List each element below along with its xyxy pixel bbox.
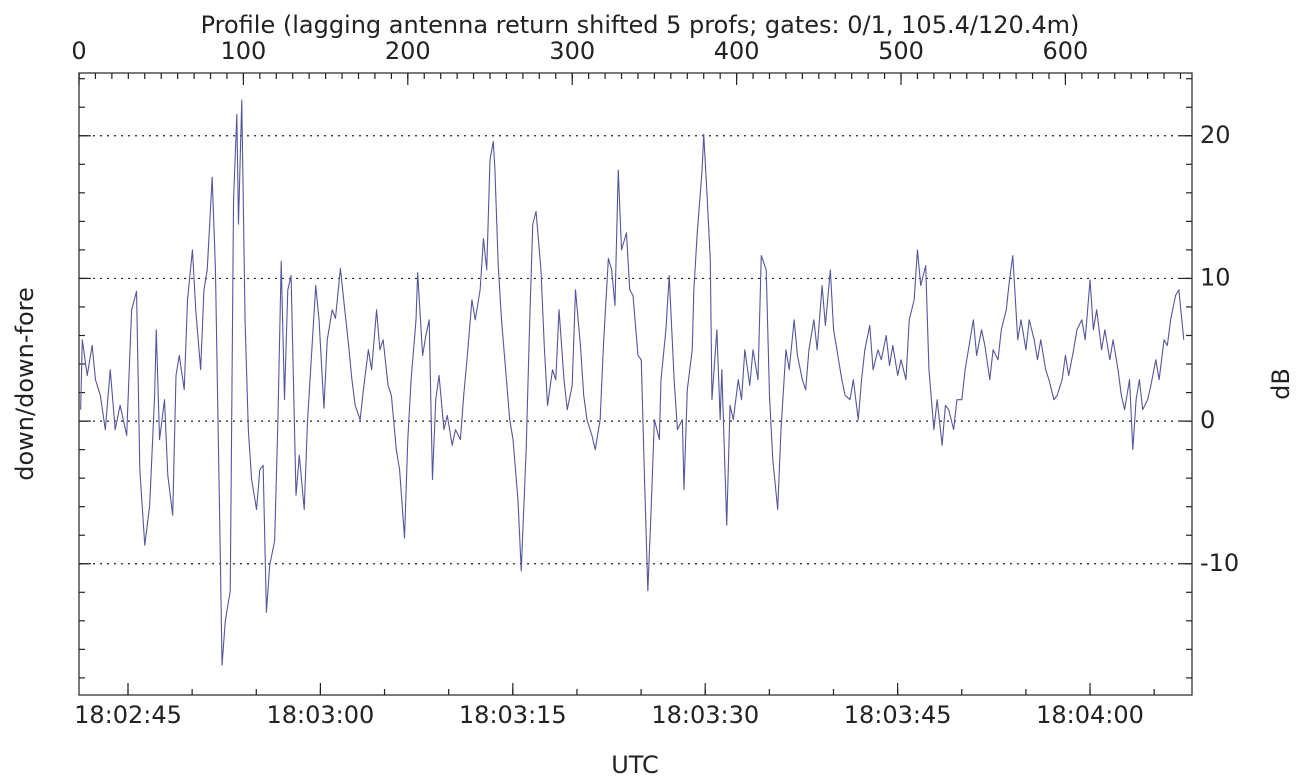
y-tick-label: 20 bbox=[1200, 121, 1231, 149]
y-tick-label: 0 bbox=[1200, 406, 1215, 434]
x-tick-label: 500 bbox=[878, 37, 924, 65]
x2-tick-label: 18:04:00 bbox=[1036, 701, 1144, 729]
x2-tick-label: 18:03:45 bbox=[844, 701, 952, 729]
y-tick-label: 10 bbox=[1200, 263, 1231, 291]
x-tick-label: 300 bbox=[549, 37, 595, 65]
x-axis-label: UTC bbox=[611, 751, 659, 779]
x-tick-label: 400 bbox=[714, 37, 760, 65]
x-tick-label: 100 bbox=[220, 37, 266, 65]
y-tick-label: -10 bbox=[1200, 549, 1239, 577]
x2-tick-label: 18:02:45 bbox=[74, 701, 182, 729]
x-tick-label: 0 bbox=[71, 37, 86, 65]
chart-title: Profile (lagging antenna return shifted … bbox=[201, 11, 1080, 39]
x-tick-label: 600 bbox=[1043, 37, 1089, 65]
x2-tick-label: 18:03:00 bbox=[267, 701, 375, 729]
x2-tick-label: 18:03:15 bbox=[459, 701, 567, 729]
y-axis-label-right: dB bbox=[1267, 368, 1295, 400]
x2-tick-label: 18:03:30 bbox=[651, 701, 759, 729]
x-tick-label: 200 bbox=[385, 37, 431, 65]
y-axis-label: down/down-fore bbox=[11, 287, 39, 481]
plot-frame bbox=[78, 72, 1193, 696]
data-line bbox=[80, 99, 1185, 666]
